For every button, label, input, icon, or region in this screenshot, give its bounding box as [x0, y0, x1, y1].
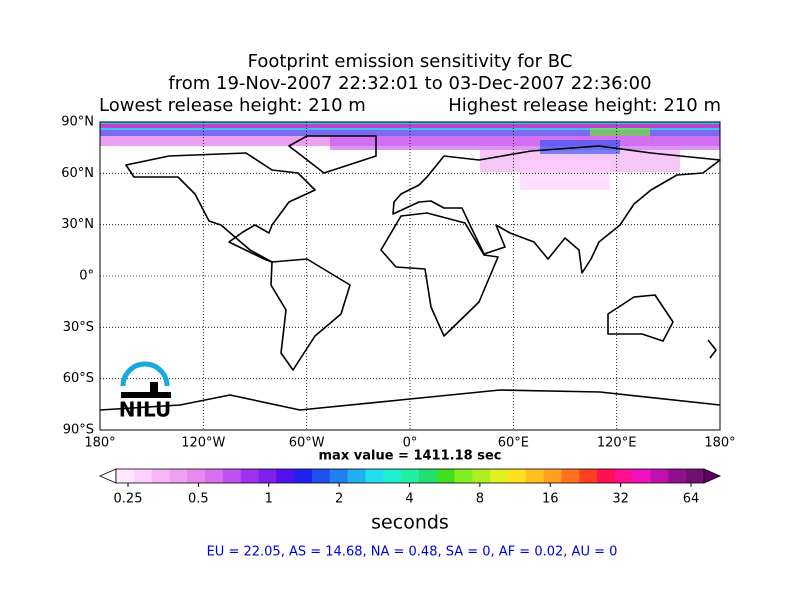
colorbar-segment	[187, 469, 206, 483]
colorbar-segment	[347, 469, 366, 483]
colorbar-tick-label: 8	[476, 492, 484, 507]
x-tick-label: 60°W	[289, 436, 325, 451]
y-tick-label: 30°S	[63, 320, 94, 335]
colorbar-segment	[401, 469, 420, 483]
y-tick-label: 90°N	[61, 115, 94, 130]
x-tick-label: 120°W	[181, 436, 225, 451]
x-tick-label: 120°E	[597, 436, 637, 451]
colorbar-segment	[543, 469, 562, 483]
field-band	[520, 160, 610, 190]
colorbar-segment	[294, 469, 313, 483]
colorbar-segment	[632, 469, 651, 483]
coastline	[707, 339, 717, 359]
colorbar-segment	[490, 469, 509, 483]
y-tick-label: 0°	[79, 269, 94, 284]
coastline	[607, 294, 674, 342]
logo-skyline	[121, 392, 171, 398]
logo-skyline	[150, 382, 158, 394]
x-tick-label: 60°E	[498, 436, 529, 451]
logo-arc	[120, 361, 170, 387]
colorbar-segment	[686, 469, 705, 483]
region-summary: EU = 22.05, AS = 14.68, NA = 0.48, SA = …	[207, 545, 618, 560]
coastline	[380, 212, 499, 337]
colorbar-segment	[614, 469, 634, 483]
colorbar-segment	[169, 469, 188, 483]
field-band	[100, 130, 720, 136]
subtitle-right: Highest release height: 210 m	[448, 95, 721, 116]
colorbar-tick-label: 32	[612, 492, 629, 507]
colorbar-tick-label: 1	[265, 492, 273, 507]
colorbar-tick-label: 4	[405, 492, 413, 507]
coastline	[270, 258, 351, 371]
coastline	[99, 389, 721, 411]
colorbar-segment	[650, 469, 669, 483]
colorbar-segment	[597, 469, 616, 483]
colorbar-segment	[258, 469, 277, 483]
coastline	[392, 145, 721, 274]
colorbar-segment	[525, 469, 545, 483]
colorbar-segment	[205, 469, 224, 483]
colorbar-segment	[312, 469, 331, 483]
colorbar-tick-label: 0.5	[188, 492, 209, 507]
colorbar-segment	[116, 469, 135, 483]
colorbar-segment	[276, 469, 295, 483]
colorbar-tick-label: 2	[335, 492, 343, 507]
colorbar-segment	[436, 469, 455, 483]
colorbar-segment	[508, 469, 527, 483]
colorbar-tick-label: 0.25	[114, 492, 143, 507]
coastline	[288, 135, 377, 174]
colorbar-segment	[454, 469, 473, 483]
colorbar-tick-label: 64	[683, 492, 700, 507]
colorbar-label: seconds	[371, 512, 449, 534]
y-tick-label: 30°N	[61, 217, 94, 232]
y-tick-label: 90°S	[63, 423, 94, 438]
max-value: max value = 1411.18 sec	[319, 449, 502, 464]
logo: NILU	[119, 361, 171, 422]
y-tick-label: 60°N	[61, 166, 94, 181]
colorbar-under	[99, 468, 117, 484]
x-tick-label: 180°	[704, 436, 735, 451]
coastlines	[99, 135, 721, 411]
colorbar-tick-label: 16	[542, 492, 559, 507]
colorbar-segment	[133, 469, 153, 483]
x-tick-label: 0°	[403, 436, 418, 451]
subtitle-left: Lowest release height: 210 m	[99, 95, 366, 116]
x-tick-label: 180°	[84, 436, 115, 451]
title-line: from 19-Nov-2007 22:32:01 to 03-Dec-2007…	[168, 73, 651, 94]
axis-labels: 180° 120°W 60°W 0° 60°E 120°E 180°90°S60°S30°S…	[61, 115, 735, 451]
map-frame	[99, 121, 721, 431]
colorbar-segment	[240, 469, 259, 483]
colorbar-segment	[329, 469, 349, 483]
colorbar-segment	[418, 469, 438, 483]
colorbar-segment	[472, 469, 491, 483]
colorbar-segment	[151, 469, 170, 483]
colorbar-over	[703, 468, 721, 484]
colorbar-segment	[579, 469, 598, 483]
colorbar-segment	[222, 469, 242, 483]
field-band	[590, 128, 650, 136]
colorbar-segment	[561, 469, 580, 483]
y-tick-label: 60°S	[63, 371, 94, 386]
colorbar: 0.25 0.5 1 2 4 8 16 32 64	[99, 468, 721, 507]
title-line: Footprint emission sensitivity for BC	[248, 51, 573, 72]
colorbar-segment	[383, 469, 402, 483]
colorbar-segment	[365, 469, 384, 483]
field-band	[330, 136, 720, 150]
coastline	[125, 152, 316, 263]
colorbar-segment	[668, 469, 687, 483]
logo-text: NILU	[119, 398, 171, 422]
